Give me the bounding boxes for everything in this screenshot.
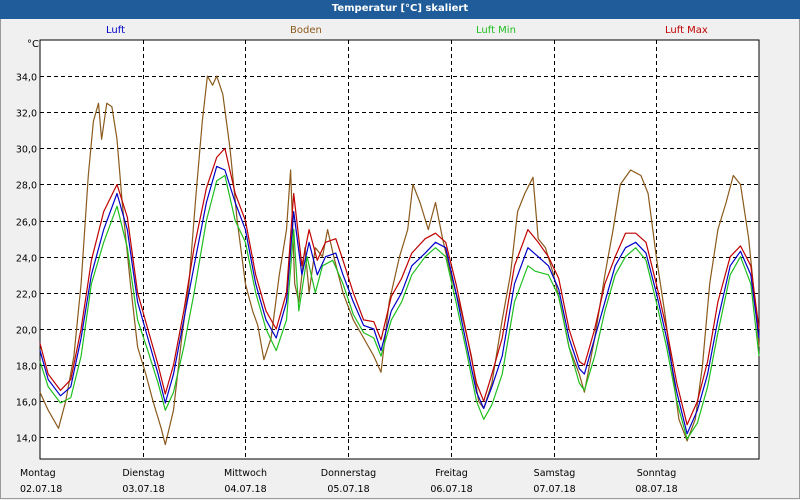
x-day-label: Donnerstag: [321, 468, 376, 479]
series-line-luft: [39, 165, 760, 435]
x-day-label: Sonntag: [637, 468, 676, 479]
legend-boden: Boden: [290, 25, 322, 36]
x-day-label: Samstag: [534, 468, 576, 479]
y-tick-label: 30,0: [16, 145, 37, 156]
y-tick-label: 24,0: [16, 254, 37, 265]
x-date-label: 06.07.18: [430, 484, 472, 495]
plot-area: [39, 39, 760, 460]
y-tick-label: 28,0: [16, 181, 37, 192]
y-tick-label: 22,0: [16, 290, 37, 301]
y-axis-unit: °C: [27, 39, 39, 50]
y-tick-label: 32,0: [16, 109, 37, 120]
legend-luft-max: Luft Max: [665, 25, 708, 36]
y-tick-label: 14,0: [16, 434, 37, 445]
series-line-boden: [39, 75, 760, 446]
y-tick-label: 18,0: [16, 362, 37, 373]
y-tick-label: 20,0: [16, 326, 37, 337]
y-tick-label: 34,0: [16, 73, 37, 84]
y-tick-label: 16,0: [16, 398, 37, 409]
x-day-label: Montag: [20, 468, 56, 479]
x-date-label: 02.07.18: [20, 484, 62, 495]
y-tick-label: 26,0: [16, 218, 37, 229]
x-day-label: Freitag: [435, 468, 468, 479]
series-line-luft-max: [39, 147, 760, 426]
legend-luft: Luft: [106, 25, 125, 36]
x-date-label: 07.07.18: [533, 484, 575, 495]
chart-title: Temperatur [°C] skaliert: [0, 0, 800, 19]
x-day-label: Mittwoch: [224, 468, 267, 479]
x-date-label: 03.07.18: [122, 484, 164, 495]
x-date-label: 05.07.18: [327, 484, 369, 495]
legend-luft-min: Luft Min: [476, 25, 516, 36]
x-date-label: 08.07.18: [635, 484, 677, 495]
x-day-label: Dienstag: [122, 468, 164, 479]
series-line-luft-min: [39, 174, 760, 440]
x-date-label: 04.07.18: [224, 484, 266, 495]
